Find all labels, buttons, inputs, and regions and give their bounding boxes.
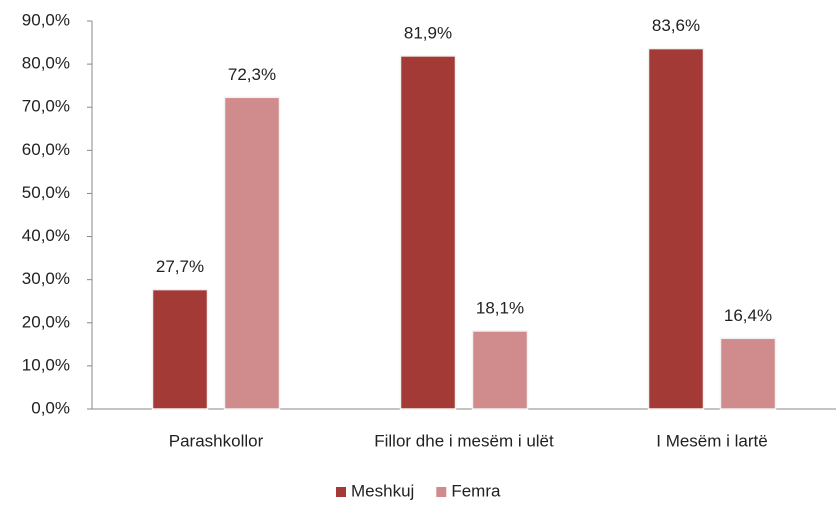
value-label: 18,1% [476,298,524,317]
legend-label: Meshkuj [351,481,414,500]
bar [719,337,777,410]
y-tick-label: 60,0% [22,140,70,159]
bar [399,55,457,410]
value-label: 83,6% [652,16,700,35]
y-tick-label: 80,0% [22,54,70,73]
bar [151,288,209,410]
y-tick-label: 0,0% [31,398,70,417]
y-tick-label: 90,0% [22,10,70,29]
y-tick-label: 50,0% [22,183,70,202]
x-tick-label: I Mesëm i lartë [656,431,767,450]
legend-label: Femra [451,481,501,500]
value-label: 27,7% [156,257,204,276]
bar [223,96,281,410]
y-tick-label: 10,0% [22,355,70,374]
legend-swatch [436,487,447,497]
bar [471,330,529,410]
bar [647,47,705,410]
value-label: 81,9% [404,23,452,42]
value-label: 72,3% [228,65,276,84]
y-tick-label: 30,0% [22,269,70,288]
x-tick-label: Fillor dhe i mesëm i ulët [374,431,554,450]
y-tick-label: 40,0% [22,226,70,245]
legend-swatch [336,487,346,497]
y-tick-label: 20,0% [22,312,70,331]
x-tick-label: Parashkollor [169,431,264,450]
value-label: 16,4% [724,306,772,325]
y-tick-label: 70,0% [22,97,70,116]
